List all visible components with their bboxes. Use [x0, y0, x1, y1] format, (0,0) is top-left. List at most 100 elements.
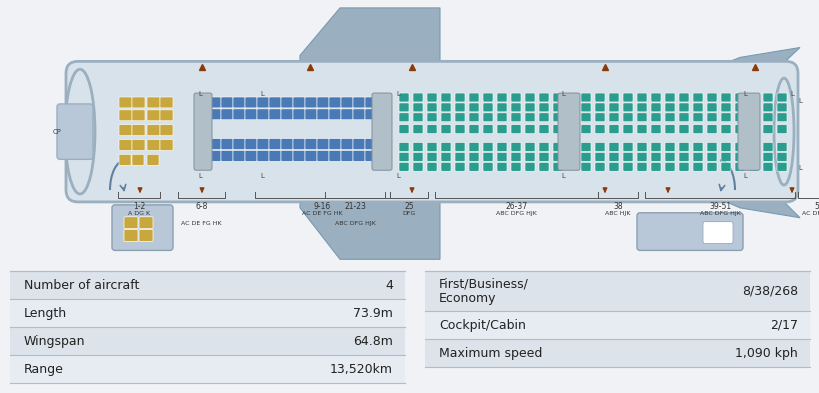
FancyBboxPatch shape	[720, 143, 730, 151]
Text: ABC DFG HJK: ABC DFG HJK	[699, 211, 740, 216]
FancyBboxPatch shape	[119, 110, 132, 121]
FancyBboxPatch shape	[209, 139, 221, 149]
FancyBboxPatch shape	[737, 93, 759, 170]
FancyBboxPatch shape	[245, 97, 256, 108]
FancyBboxPatch shape	[538, 162, 549, 171]
FancyBboxPatch shape	[441, 103, 450, 112]
FancyBboxPatch shape	[427, 113, 437, 122]
Text: Length: Length	[24, 307, 67, 320]
FancyBboxPatch shape	[622, 152, 632, 162]
Polygon shape	[679, 178, 799, 218]
Text: 25: 25	[404, 202, 414, 211]
FancyBboxPatch shape	[776, 113, 786, 122]
Text: L: L	[560, 91, 564, 97]
FancyBboxPatch shape	[413, 103, 423, 112]
FancyBboxPatch shape	[664, 162, 674, 171]
FancyBboxPatch shape	[552, 152, 563, 162]
FancyBboxPatch shape	[581, 113, 590, 122]
FancyBboxPatch shape	[455, 103, 464, 112]
FancyBboxPatch shape	[496, 103, 506, 112]
Text: First/Business/
Economy: First/Business/ Economy	[438, 277, 528, 305]
FancyBboxPatch shape	[441, 152, 450, 162]
FancyBboxPatch shape	[132, 140, 145, 151]
FancyBboxPatch shape	[305, 139, 317, 149]
FancyBboxPatch shape	[678, 93, 688, 102]
FancyBboxPatch shape	[147, 110, 160, 121]
FancyBboxPatch shape	[194, 93, 212, 170]
FancyBboxPatch shape	[692, 103, 702, 112]
FancyBboxPatch shape	[622, 125, 632, 134]
FancyBboxPatch shape	[124, 217, 138, 229]
FancyBboxPatch shape	[776, 143, 786, 151]
FancyBboxPatch shape	[552, 113, 563, 122]
FancyBboxPatch shape	[622, 93, 632, 102]
FancyBboxPatch shape	[510, 162, 520, 171]
FancyBboxPatch shape	[678, 103, 688, 112]
FancyBboxPatch shape	[352, 97, 364, 108]
FancyBboxPatch shape	[678, 113, 688, 122]
FancyBboxPatch shape	[720, 162, 730, 171]
FancyBboxPatch shape	[399, 113, 409, 122]
Text: L: L	[260, 91, 264, 97]
FancyBboxPatch shape	[119, 125, 132, 136]
Text: Maximum speed: Maximum speed	[438, 347, 541, 360]
Bar	[10, 299, 405, 327]
FancyBboxPatch shape	[748, 152, 758, 162]
FancyBboxPatch shape	[221, 151, 233, 162]
FancyBboxPatch shape	[706, 143, 716, 151]
FancyBboxPatch shape	[221, 139, 233, 149]
Text: 1-2: 1-2	[133, 202, 145, 211]
FancyBboxPatch shape	[692, 152, 702, 162]
FancyBboxPatch shape	[510, 113, 520, 122]
Text: DFG: DFG	[402, 211, 415, 216]
Bar	[424, 311, 809, 339]
FancyBboxPatch shape	[427, 143, 437, 151]
FancyBboxPatch shape	[664, 125, 674, 134]
FancyBboxPatch shape	[622, 103, 632, 112]
FancyBboxPatch shape	[664, 113, 674, 122]
FancyBboxPatch shape	[734, 125, 744, 134]
FancyBboxPatch shape	[160, 140, 173, 151]
Text: A DG K: A DG K	[128, 211, 150, 216]
FancyBboxPatch shape	[256, 139, 269, 149]
FancyBboxPatch shape	[399, 152, 409, 162]
FancyBboxPatch shape	[734, 143, 744, 151]
FancyBboxPatch shape	[595, 125, 604, 134]
FancyBboxPatch shape	[245, 109, 256, 120]
FancyBboxPatch shape	[441, 125, 450, 134]
FancyBboxPatch shape	[305, 97, 317, 108]
FancyBboxPatch shape	[496, 162, 506, 171]
FancyBboxPatch shape	[496, 113, 506, 122]
Text: AC DE FG HK: AC DE FG HK	[302, 211, 342, 216]
FancyBboxPatch shape	[706, 93, 716, 102]
Text: L: L	[260, 173, 264, 179]
Text: 52: 52	[813, 202, 819, 211]
FancyBboxPatch shape	[341, 109, 352, 120]
FancyBboxPatch shape	[650, 152, 660, 162]
FancyBboxPatch shape	[221, 109, 233, 120]
FancyBboxPatch shape	[482, 162, 492, 171]
FancyBboxPatch shape	[399, 103, 409, 112]
FancyBboxPatch shape	[269, 151, 281, 162]
FancyBboxPatch shape	[147, 154, 159, 165]
FancyBboxPatch shape	[734, 152, 744, 162]
FancyBboxPatch shape	[609, 93, 618, 102]
FancyBboxPatch shape	[538, 152, 549, 162]
FancyBboxPatch shape	[413, 125, 423, 134]
FancyBboxPatch shape	[664, 152, 674, 162]
FancyBboxPatch shape	[209, 97, 221, 108]
FancyBboxPatch shape	[609, 143, 618, 151]
Ellipse shape	[65, 69, 95, 194]
FancyBboxPatch shape	[124, 230, 138, 242]
FancyBboxPatch shape	[317, 139, 328, 149]
Polygon shape	[679, 48, 799, 85]
FancyBboxPatch shape	[748, 143, 758, 151]
FancyBboxPatch shape	[147, 140, 160, 151]
FancyBboxPatch shape	[317, 109, 328, 120]
FancyBboxPatch shape	[233, 109, 245, 120]
Bar	[10, 327, 405, 355]
Text: Range: Range	[24, 363, 64, 376]
FancyBboxPatch shape	[678, 143, 688, 151]
FancyBboxPatch shape	[776, 103, 786, 112]
FancyBboxPatch shape	[352, 139, 364, 149]
